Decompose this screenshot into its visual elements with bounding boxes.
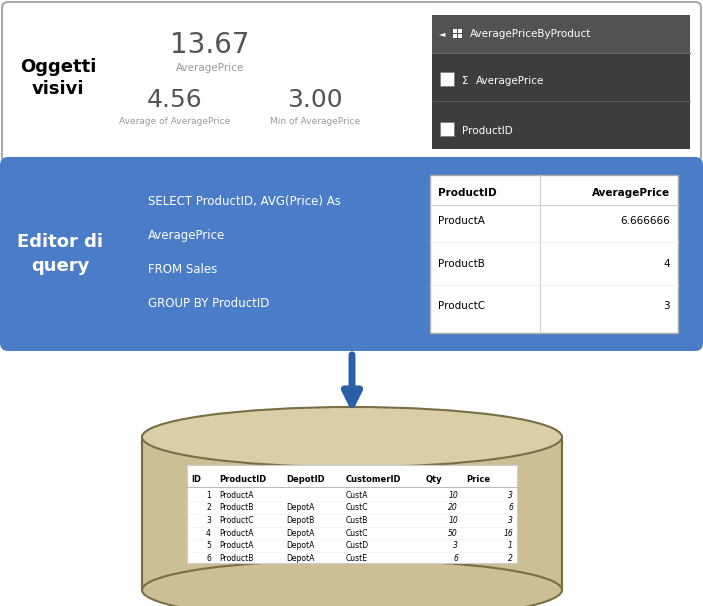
Bar [453, 34, 457, 38]
Text: SELECT ProductID, AVG(Price) As: SELECT ProductID, AVG(Price) As [148, 195, 341, 208]
Text: Qty: Qty [426, 474, 443, 484]
Text: 3: 3 [206, 516, 211, 525]
Text: ProductID: ProductID [462, 126, 512, 136]
Text: ProductB: ProductB [219, 503, 253, 512]
Text: ProductA: ProductA [438, 216, 485, 226]
Text: 6: 6 [453, 554, 458, 563]
Text: DepotA: DepotA [286, 554, 314, 563]
Text: Σ: Σ [462, 76, 468, 86]
Text: AveragePrice: AveragePrice [176, 63, 244, 73]
Text: 10: 10 [449, 490, 458, 499]
Bar [458, 34, 462, 38]
Text: 3.00: 3.00 [288, 88, 343, 112]
Bar [453, 29, 457, 33]
Text: ProductC: ProductC [219, 516, 254, 525]
FancyBboxPatch shape [432, 15, 690, 149]
Text: CustA: CustA [346, 490, 368, 499]
Bar [430, 175, 678, 333]
Text: Average of AveragePrice: Average of AveragePrice [120, 118, 231, 127]
Text: 50: 50 [449, 528, 458, 538]
Text: DepotID: DepotID [286, 474, 325, 484]
Bar [440, 72, 454, 86]
Ellipse shape [142, 560, 562, 606]
Text: ProductB: ProductB [219, 554, 253, 563]
Text: 1: 1 [508, 541, 513, 550]
Text: 1: 1 [206, 490, 211, 499]
Text: AveragePrice: AveragePrice [592, 188, 670, 198]
Text: 13.67: 13.67 [170, 31, 250, 59]
Text: 6.666666: 6.666666 [620, 216, 670, 226]
Text: CustomerID: CustomerID [346, 474, 401, 484]
Text: DepotA: DepotA [286, 541, 314, 550]
Text: ProductID: ProductID [438, 188, 496, 198]
Text: 6: 6 [508, 503, 513, 512]
Text: 6: 6 [206, 554, 211, 563]
Text: 10: 10 [449, 516, 458, 525]
Text: Editor di
query: Editor di query [17, 233, 103, 275]
Text: CustC: CustC [346, 503, 368, 512]
Bar [187, 465, 517, 563]
Text: AveragePrice: AveragePrice [148, 229, 225, 242]
Text: ProductC: ProductC [438, 301, 485, 311]
Text: 2: 2 [508, 554, 513, 563]
FancyBboxPatch shape [2, 2, 701, 162]
Text: 20: 20 [449, 503, 458, 512]
Text: ProductA: ProductA [219, 528, 254, 538]
Text: 3: 3 [453, 541, 458, 550]
Text: ProductA: ProductA [219, 541, 254, 550]
Text: 3: 3 [508, 516, 513, 525]
Text: CustE: CustE [346, 554, 368, 563]
Text: ProductA: ProductA [219, 490, 254, 499]
Text: 2: 2 [206, 503, 211, 512]
Text: 3: 3 [508, 490, 513, 499]
Text: Oggetti
visivi: Oggetti visivi [20, 58, 96, 98]
Text: CustB: CustB [346, 516, 368, 525]
Ellipse shape [142, 407, 562, 467]
Text: DepotB: DepotB [286, 516, 314, 525]
Text: CustC: CustC [346, 528, 368, 538]
Text: 5: 5 [206, 541, 211, 550]
Text: ID: ID [191, 474, 201, 484]
Text: FROM Sales: FROM Sales [148, 263, 217, 276]
Text: ◄: ◄ [439, 30, 445, 39]
FancyBboxPatch shape [0, 157, 703, 351]
Text: Price: Price [466, 474, 490, 484]
Text: CustD: CustD [346, 541, 369, 550]
Text: 4: 4 [206, 528, 211, 538]
Bar [432, 15, 690, 53]
Text: 3: 3 [664, 301, 670, 311]
Bar [440, 122, 454, 136]
Text: ProductID: ProductID [219, 474, 266, 484]
Text: 4.56: 4.56 [147, 88, 203, 112]
Text: AveragePrice: AveragePrice [476, 76, 544, 86]
Text: AveragePriceByProduct: AveragePriceByProduct [470, 29, 591, 39]
Text: Min of AveragePrice: Min of AveragePrice [270, 118, 360, 127]
Text: DepotA: DepotA [286, 503, 314, 512]
Text: GROUP BY ProductID: GROUP BY ProductID [148, 297, 269, 310]
Bar [142, 437, 562, 590]
Bar [458, 29, 462, 33]
Text: 16: 16 [503, 528, 513, 538]
Text: 4: 4 [664, 259, 670, 268]
Text: DepotA: DepotA [286, 528, 314, 538]
Text: ProductB: ProductB [438, 259, 485, 268]
